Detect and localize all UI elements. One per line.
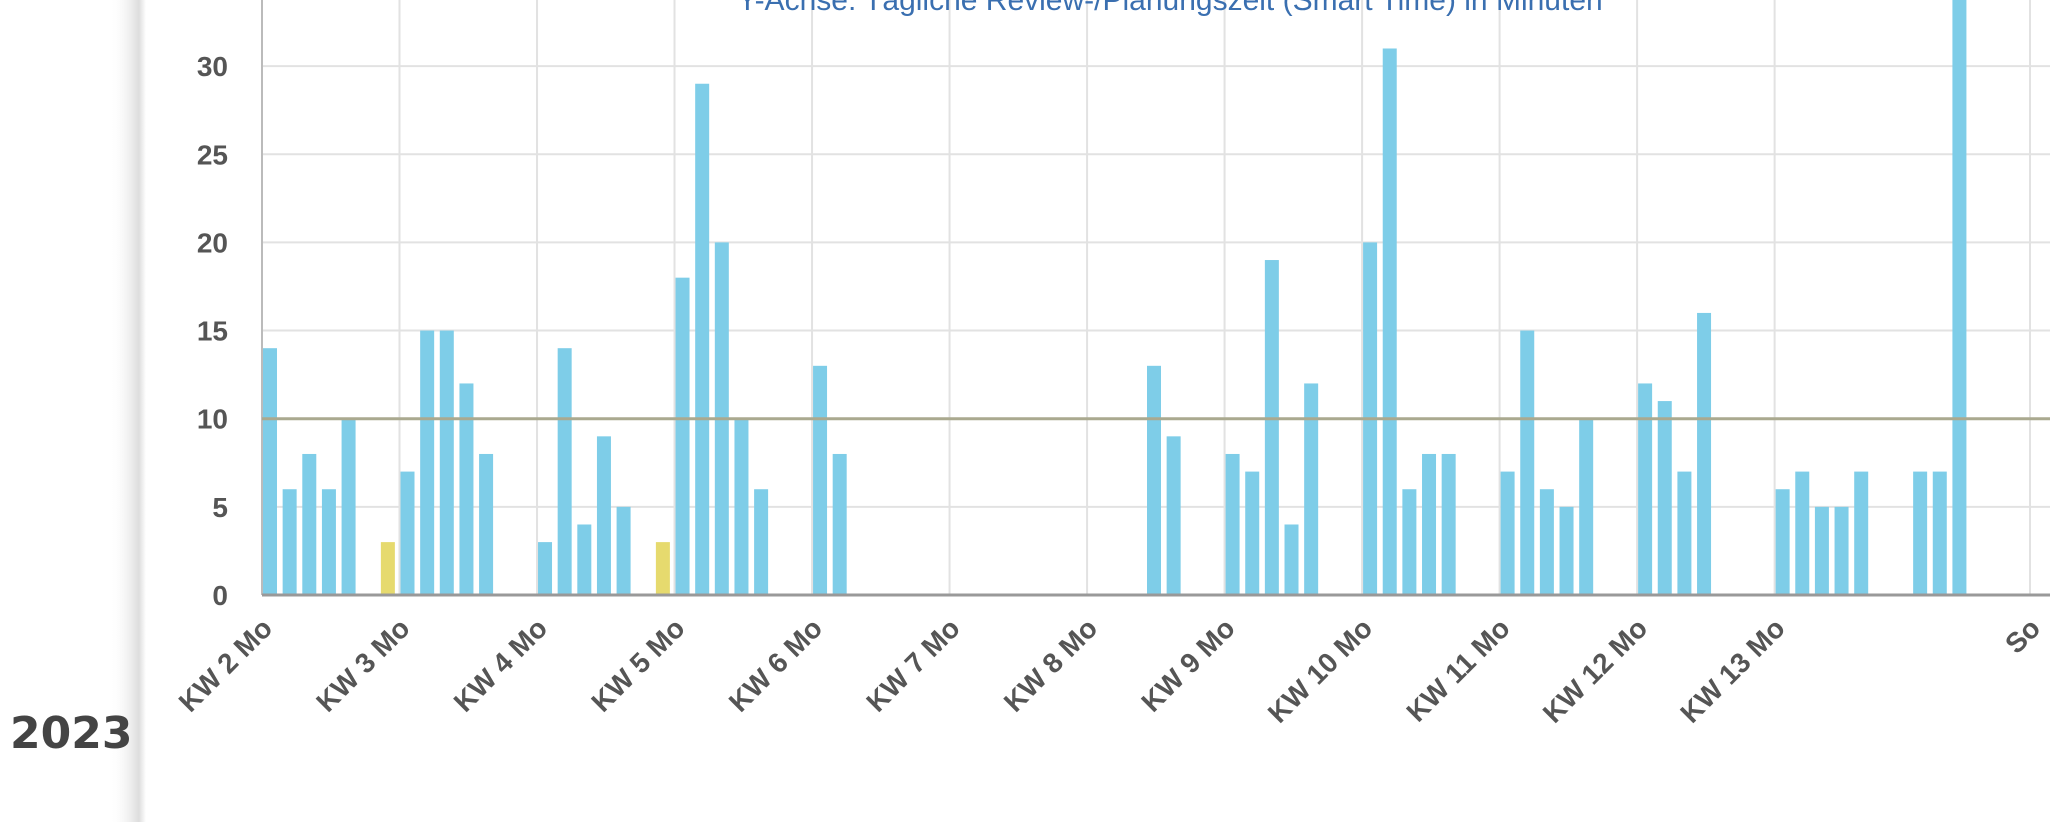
bar [1166,436,1181,595]
bar [459,383,474,595]
overlay [262,417,2050,597]
x-tick-label: KW 11 Mo [1400,612,1515,727]
x-tick-label: KW 10 Mo [1262,612,1379,729]
bar [1697,312,1712,595]
x-tick-label: So [1999,612,2046,659]
year-label: 2023 [10,708,132,759]
y-tick-label: 5 [212,492,228,523]
bar [1854,471,1869,595]
bar [1402,489,1417,595]
x-tick-label: KW 3 Mo [310,612,416,718]
bar [1422,453,1437,595]
bar [1441,453,1456,595]
bar [263,348,277,595]
bar [1539,489,1554,595]
bar [813,365,828,595]
bar [1559,506,1574,595]
y-tick-label: 10 [197,404,228,435]
bar [1225,453,1240,595]
x-tick-label: KW 4 Mo [448,612,554,718]
grid: 0 5 10 15 20 25 30 KW 2 Mo KW 3 Mo KW 4 Mo KW 5 Mo… [173,0,2050,729]
bars [263,0,1967,596]
bar [538,542,553,595]
bar [1814,506,1829,595]
bar [321,489,336,595]
y-tick-label: 20 [197,227,228,258]
y-tick-label: 30 [197,51,228,82]
bar [1579,418,1594,595]
bar [1284,524,1299,595]
bar [1834,506,1849,595]
bar [1382,48,1397,595]
bar [1500,471,1515,595]
bar [1304,383,1319,595]
panel-shadow [110,0,146,822]
x-tick-label: KW 5 Mo [585,612,691,718]
x-tick-label: KW 6 Mo [723,612,829,718]
bar [1520,330,1535,595]
bar [1677,471,1692,595]
bar [1913,471,1928,595]
bar [616,506,631,595]
bar [577,524,592,595]
x-tick-label: KW 2 Mo [173,612,279,718]
chart-title: Y-Achse: Tägliche Review-/Planungszeit (… [737,0,1602,17]
y-tick-label: 15 [197,316,228,347]
bar [420,330,435,595]
y-tick-label: 25 [197,139,228,170]
y-tick-label: 0 [212,580,228,611]
bar [1795,471,1810,595]
bar [734,418,749,595]
bar [832,453,847,595]
x-tick-label: KW 9 Mo [1135,612,1241,718]
bar [754,489,769,595]
x-tick-label: KW 13 Mo [1674,612,1791,729]
bar [1638,383,1653,595]
bar [1775,489,1790,595]
bar [1932,471,1947,595]
bar [1264,260,1279,595]
bar [675,277,690,595]
bar [282,489,297,595]
bar [1952,0,1967,596]
bar [479,453,494,595]
bar [695,83,710,596]
bar [380,542,395,595]
bar [655,542,670,595]
bar [1245,471,1260,595]
bar [557,348,572,595]
bar [1657,401,1672,595]
x-tick-label: KW 12 Mo [1537,612,1654,729]
bar [439,330,454,595]
bar [596,436,611,595]
bar [302,453,317,595]
x-tick-label: KW 7 Mo [860,612,966,718]
x-tick-label: KW 8 Mo [998,612,1104,718]
bar [341,418,356,595]
bar [400,471,415,595]
bar [1147,365,1161,595]
